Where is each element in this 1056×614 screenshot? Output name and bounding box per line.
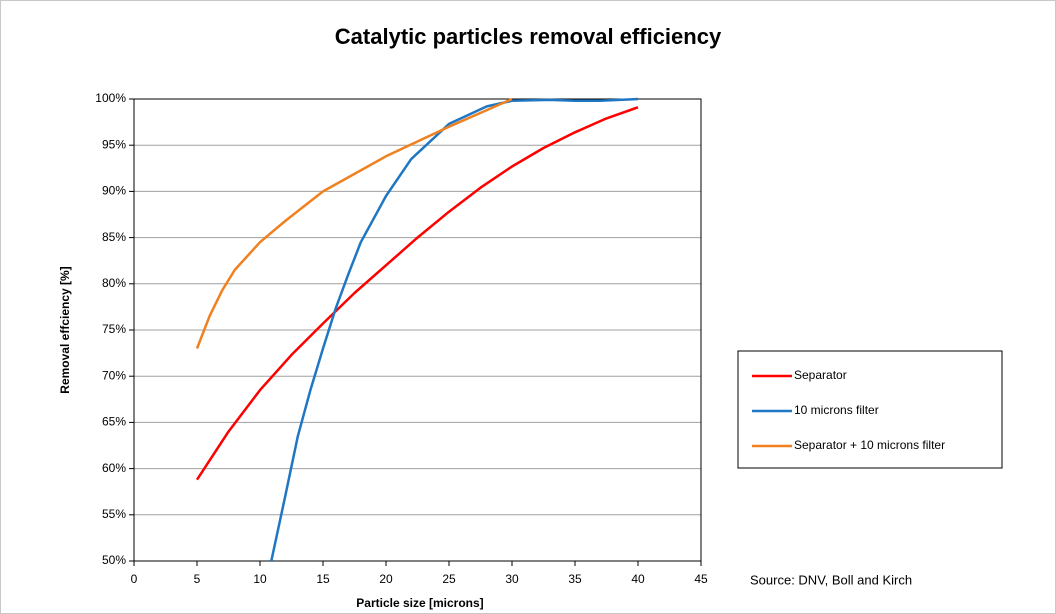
x-tick-label: 5 [194, 572, 201, 586]
legend-box [737, 350, 1003, 469]
y-axis-title: Removal effciency [%] [58, 266, 72, 393]
legend-label: 10 microns filter [794, 403, 879, 417]
x-tick-label: 35 [568, 572, 582, 586]
series-line [195, 97, 513, 349]
y-tick-label: 85% [102, 230, 126, 244]
x-tick-label: 20 [379, 572, 393, 586]
y-tick-label: 60% [102, 461, 126, 475]
series-line [195, 106, 639, 481]
x-tick-label: 15 [316, 572, 330, 586]
plot-frame [133, 98, 702, 562]
source-note: Source: DNV, Boll and Kirch [750, 572, 912, 587]
series-line [270, 97, 639, 562]
y-tick-label: 95% [102, 137, 126, 151]
y-tick-label: 65% [102, 415, 126, 429]
chart-title: Catalytic particles removal efficiency [335, 24, 722, 49]
y-tick-label: 80% [102, 276, 126, 290]
x-tick-label: 40 [631, 572, 645, 586]
legend-label: Separator + 10 microns filter [794, 438, 945, 452]
x-tick-label: 45 [694, 572, 708, 586]
y-tick-label: 75% [102, 322, 126, 336]
y-tick-label: 50% [102, 553, 126, 567]
x-tick-label: 0 [131, 572, 138, 586]
x-axis-title: Particle size [microns] [356, 596, 483, 610]
legend-label: Separator [794, 368, 847, 382]
x-tick-label: 25 [442, 572, 456, 586]
x-tick-label: 30 [505, 572, 519, 586]
y-tick-label: 55% [102, 507, 126, 521]
y-tick-label: 90% [102, 184, 126, 198]
y-tick-label: 100% [95, 91, 126, 105]
x-tick-label: 10 [253, 572, 267, 586]
y-tick-label: 70% [102, 368, 126, 382]
